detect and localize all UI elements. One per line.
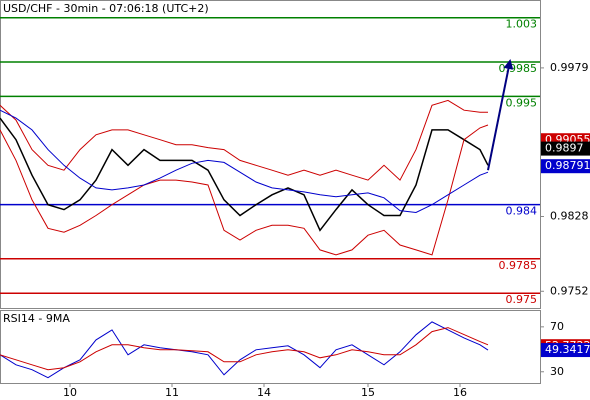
x-tick-label: 15 <box>361 386 375 399</box>
level-label: 0.975 <box>506 293 538 306</box>
series-line <box>0 99 488 181</box>
y-tick-label: 0.9828 <box>550 209 589 222</box>
level-label: 0.9985 <box>499 62 538 75</box>
level-label: 0.9785 <box>499 259 538 272</box>
price-marker-label: 0.98791 <box>545 159 590 172</box>
level-label: 0.995 <box>506 96 538 109</box>
x-tick-label: 16 <box>453 386 467 399</box>
x-tick-label: 14 <box>257 386 271 399</box>
panel-title: RSI14 - 9MA <box>3 312 70 325</box>
price-frame <box>0 0 541 309</box>
series-line <box>0 124 489 256</box>
price-marker-label: 0.9897 <box>545 142 584 155</box>
y-tick-label: 0.9979 <box>550 61 589 74</box>
y-tick-label: 30 <box>550 365 564 378</box>
y-tick-label: 70 <box>550 320 564 333</box>
series-line <box>0 327 489 371</box>
x-tick-label: 10 <box>63 386 77 399</box>
price-marker <box>541 141 590 156</box>
forecast-arrow <box>487 59 514 171</box>
panel-title: USD/CHF - 30min - 07:06:18 (UTC+2) <box>3 2 209 15</box>
price-marker <box>541 159 590 174</box>
level-label: 0.984 <box>506 205 538 218</box>
rsi-frame <box>0 310 541 384</box>
series-line <box>0 109 489 214</box>
series-line <box>0 321 489 379</box>
series-line <box>0 117 489 232</box>
level-label: 1.003 <box>506 18 538 31</box>
price-marker <box>541 343 590 358</box>
price-marker-label: 49.3417 <box>545 343 590 356</box>
x-tick-label: 11 <box>165 386 179 399</box>
y-tick-label: 0.9752 <box>550 284 589 297</box>
